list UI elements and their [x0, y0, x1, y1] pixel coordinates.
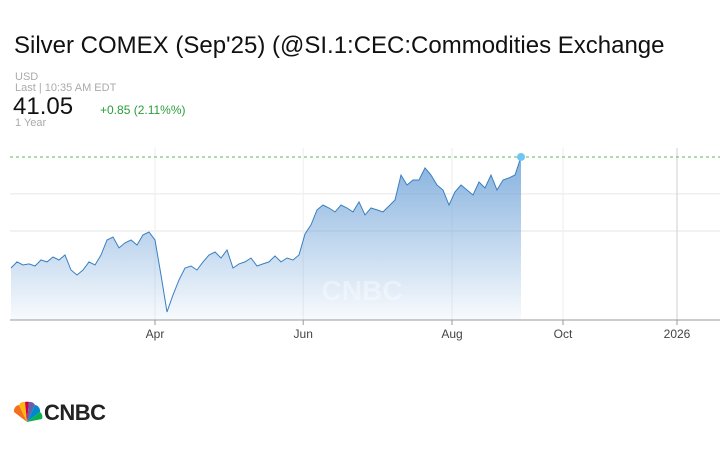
last-point: [517, 152, 525, 161]
watermark: CNBC: [322, 275, 403, 306]
x-tick-label: Aug: [441, 327, 462, 341]
x-tick-label: Jun: [294, 327, 313, 341]
currency: USD: [15, 71, 39, 83]
change: +0.85 (2.11%%): [100, 103, 186, 117]
price: 41.05: [13, 93, 74, 120]
chart: Apr Jun Aug Oct 2026 CNBC: [10, 148, 720, 341]
logo-peacock: [13, 401, 43, 422]
range[interactable]: 1 Year: [15, 117, 47, 129]
logo: CNBC: [44, 400, 106, 425]
x-tick-label: Apr: [146, 327, 165, 341]
chart-title: Silver COMEX (Sep'25) (@SI.1:CEC:Commodi…: [14, 32, 665, 59]
area: [11, 156, 521, 320]
x-tick-label: Oct: [554, 327, 573, 341]
x-tick-label: 2026: [664, 327, 691, 341]
line: [10, 156, 522, 313]
last-update: Last | 10:35 AM EDT: [15, 82, 117, 94]
